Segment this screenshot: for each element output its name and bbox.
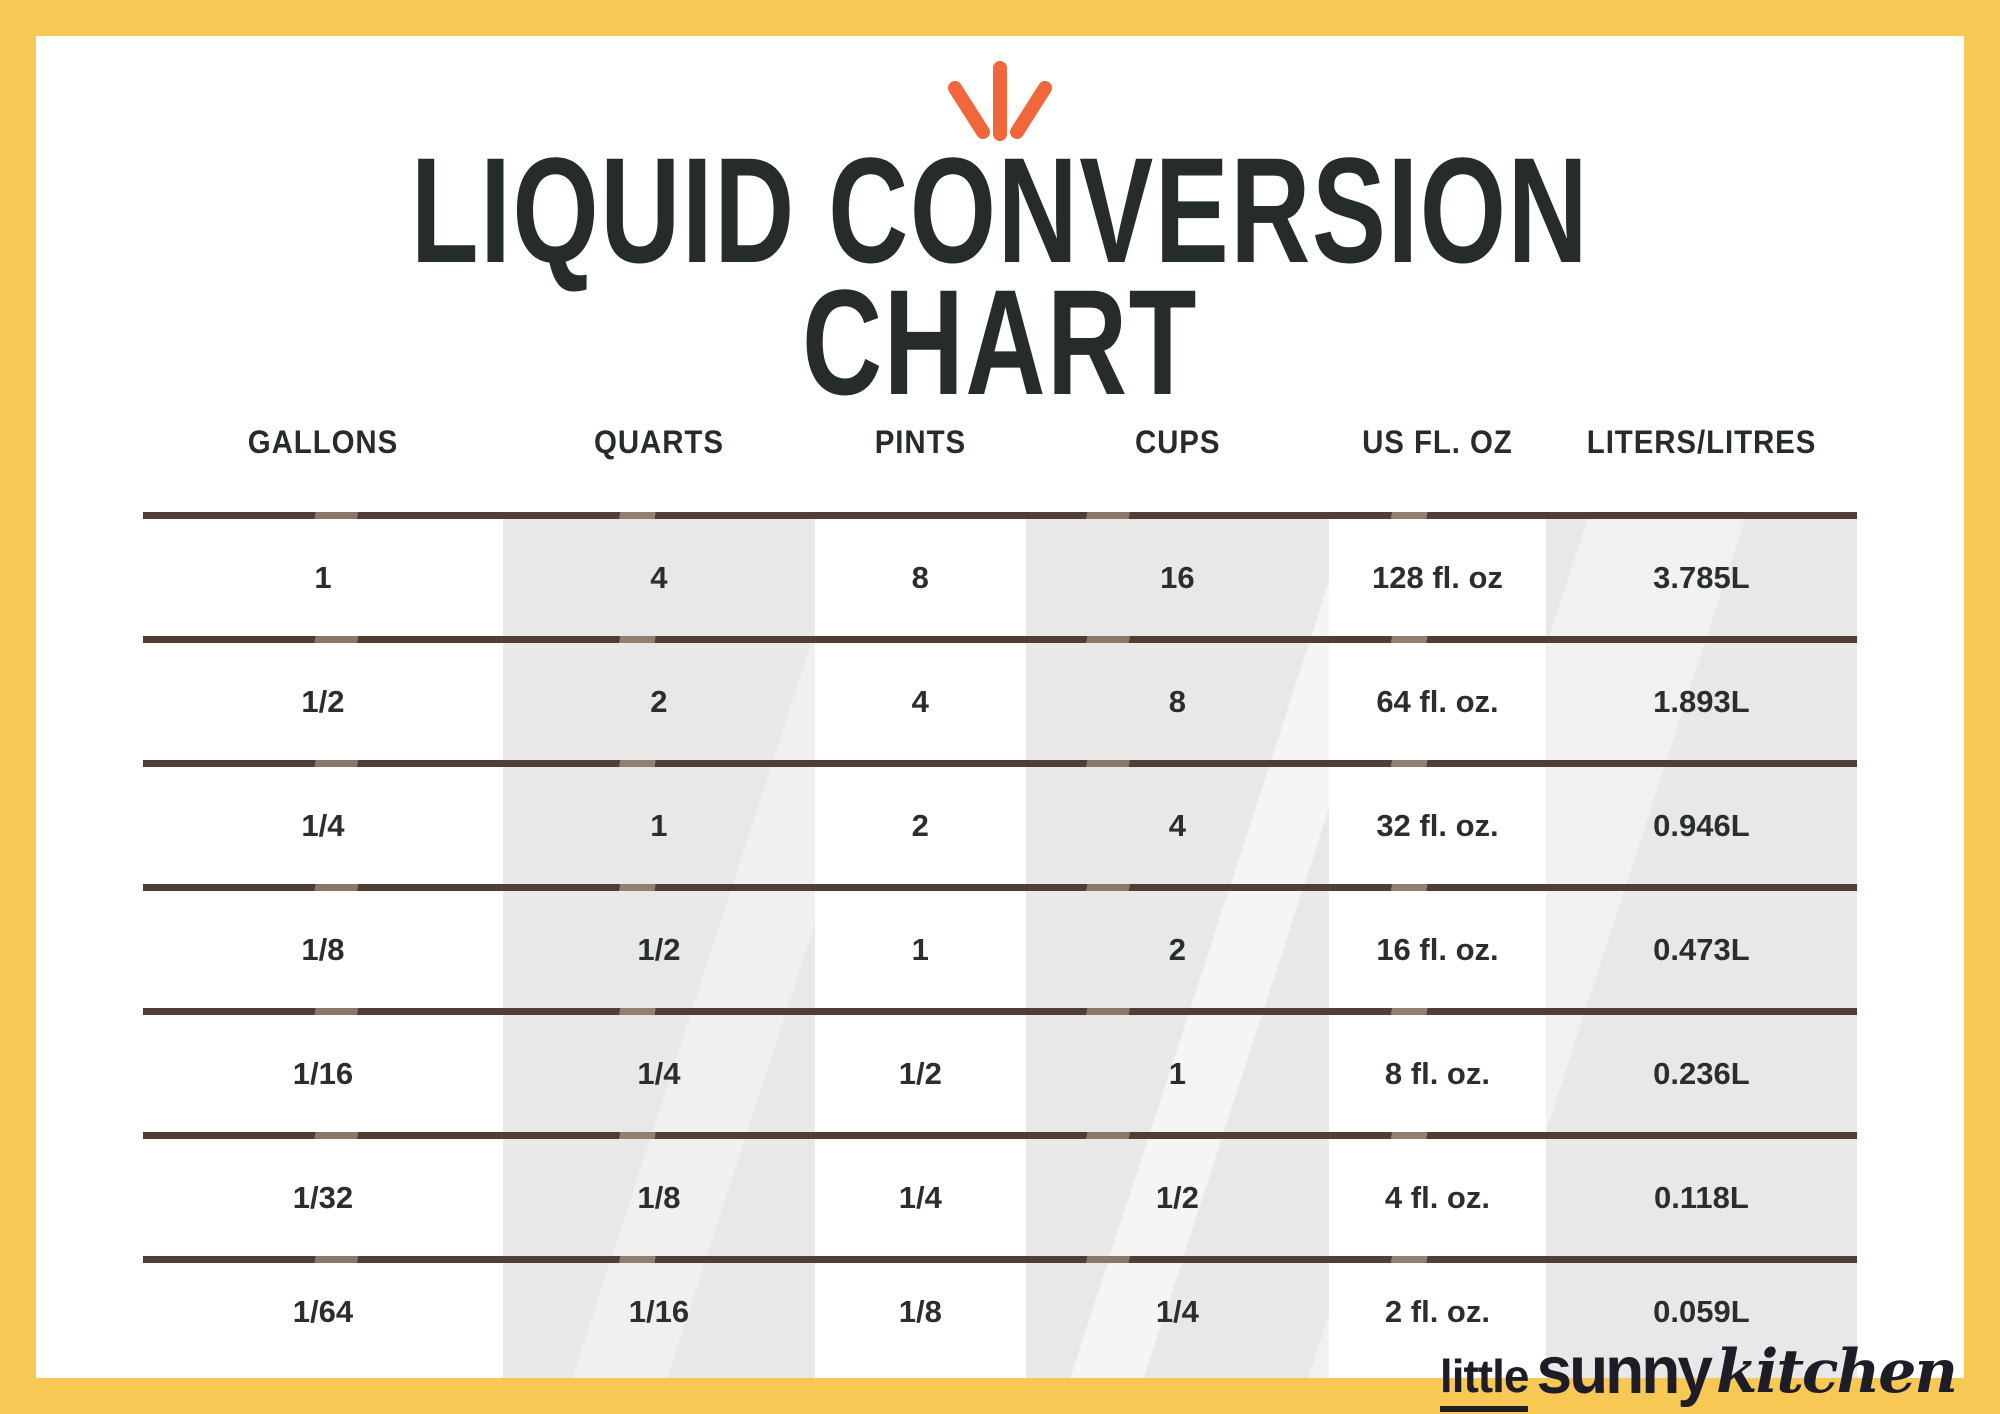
table-cell: 1/4 <box>898 1179 942 1215</box>
table-cell: 2 <box>650 683 668 719</box>
table-rule <box>143 884 1857 891</box>
table-cell: 16 <box>1160 559 1195 595</box>
logo-word-sunny: sunny <box>1536 1332 1712 1408</box>
table-cell: 1/4 <box>301 807 345 843</box>
table-rule <box>143 1256 1857 1263</box>
chart-card: LIQUID CONVERSION CHART GALLONS QUARTS P… <box>36 36 1964 1378</box>
table-cell: 1/4 <box>637 1055 681 1091</box>
table-cell: 1 <box>650 807 668 843</box>
logo-word-little: little <box>1439 1349 1529 1412</box>
table-rule <box>143 1132 1857 1139</box>
table-cell: 2 <box>1168 931 1186 967</box>
table-row: 1/8 1/2 1 2 16 fl. oz. 0.473L <box>143 891 1857 1008</box>
table-cell: 1/8 <box>898 1293 942 1329</box>
table-cell: 64 fl. oz. <box>1376 683 1499 719</box>
table-row: 1 4 8 16 128 fl. oz 3.785L <box>143 519 1857 636</box>
table-cell: 4 <box>1168 807 1186 843</box>
table-cell: 128 fl. oz <box>1372 559 1503 595</box>
page-title-line1: LIQUID CONVERSION <box>410 126 1590 294</box>
table-rule <box>143 1008 1857 1015</box>
table-cell: 1/2 <box>898 1055 942 1091</box>
table-cell: 1/8 <box>637 1179 681 1215</box>
column-stripe-quarts <box>502 512 815 1378</box>
page-title: LIQUID CONVERSION CHART <box>287 126 1714 417</box>
column-stripe-liters <box>1545 512 1857 1378</box>
table-cell: 0.118L <box>1654 1179 1749 1215</box>
column-header-pints: PINTS <box>874 423 966 460</box>
table-rule <box>143 760 1857 767</box>
table-cell: 16 fl. oz. <box>1376 931 1499 967</box>
table-cell: 4 <box>650 559 668 595</box>
column-header-quarts: QUARTS <box>593 423 724 460</box>
burst-rays-icon <box>925 58 1075 167</box>
column-header-gallons: GALLONS <box>247 423 399 460</box>
table-cell: 8 <box>1168 683 1186 719</box>
table-cell: 2 fl. oz. <box>1384 1293 1490 1329</box>
table-cell: 1 <box>314 559 332 595</box>
table-cell: 4 <box>911 683 929 719</box>
table-cell: 0.059L <box>1653 1293 1750 1329</box>
table-cell: 8 <box>911 559 929 595</box>
table-cell: 1 <box>911 931 929 967</box>
column-header-liters: LITERS/LITRES <box>1586 423 1817 460</box>
table-cell: 0.473L <box>1653 931 1750 967</box>
table-row: 1/32 1/8 1/4 1/2 4 fl. oz. 0.118L <box>143 1139 1857 1256</box>
logo-word-kitchen: kitchen <box>1715 1337 1958 1407</box>
table-cell: 1/16 <box>292 1055 354 1091</box>
table-cell: 32 fl. oz. <box>1376 807 1499 843</box>
table-row: 1/2 2 4 8 64 fl. oz. 1.893L <box>143 643 1857 760</box>
table-cell: 1/4 <box>1155 1293 1199 1329</box>
column-header-cups: CUPS <box>1134 423 1221 460</box>
conversion-table: GALLONS QUARTS PINTS CUPS US FL. OZ LITE… <box>143 320 1857 1378</box>
table-cell: 0.236L <box>1653 1055 1750 1091</box>
table-cell: 1.893L <box>1653 683 1750 719</box>
column-header-usfloz: US FL. OZ <box>1362 423 1513 460</box>
little-sunny-kitchen-logo: little sunny kitchen <box>1439 1332 1958 1412</box>
table-cell: 1/64 <box>292 1293 354 1329</box>
table-rule <box>143 512 1857 519</box>
table-cell: 1/2 <box>1155 1179 1199 1215</box>
table-cell: 4 fl. oz. <box>1384 1179 1490 1215</box>
table-cell: 8 fl. oz. <box>1384 1055 1490 1091</box>
table-cell: 1 <box>1168 1055 1186 1091</box>
table-header-row: GALLONS QUARTS PINTS CUPS US FL. OZ LITE… <box>143 372 1857 512</box>
table-cell: 1/2 <box>637 931 681 967</box>
table-rule <box>143 636 1857 643</box>
table-cell: 1/2 <box>301 683 345 719</box>
table-cell: 0.946L <box>1653 807 1750 843</box>
table-cell: 3.785L <box>1653 559 1750 595</box>
table-cell: 1/16 <box>628 1293 690 1329</box>
table-row: 1/16 1/4 1/2 1 8 fl. oz. 0.236L <box>143 1015 1857 1132</box>
table-cell: 2 <box>911 807 929 843</box>
table-cell: 1/32 <box>292 1179 354 1215</box>
table-row: 1/4 1 2 4 32 fl. oz. 0.946L <box>143 767 1857 884</box>
table-cell: 1/8 <box>301 931 345 967</box>
